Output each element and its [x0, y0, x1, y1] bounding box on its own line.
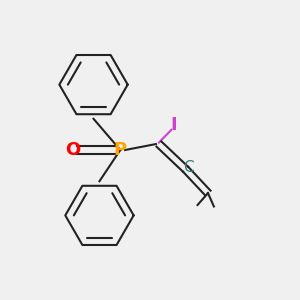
Text: P: P	[114, 141, 127, 159]
Text: O: O	[65, 141, 80, 159]
Text: I: I	[170, 116, 177, 134]
Text: C: C	[183, 160, 194, 175]
